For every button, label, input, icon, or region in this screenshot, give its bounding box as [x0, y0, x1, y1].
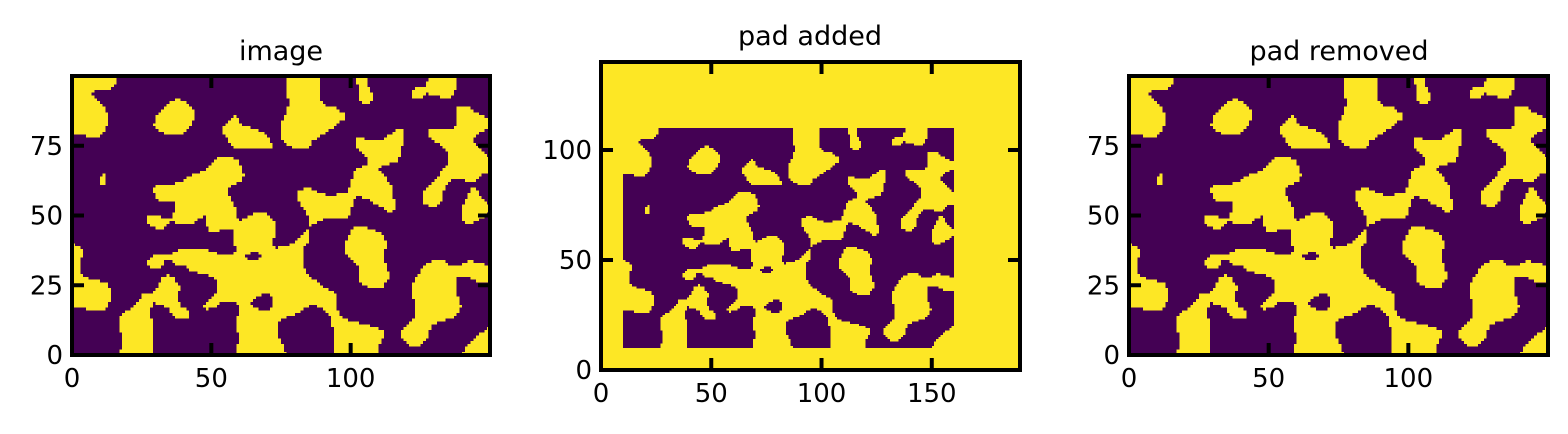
y-tick-label: 50: [559, 246, 592, 276]
x-tick-label: 100: [797, 379, 847, 409]
x-ticks: 0 50 100 150: [593, 62, 957, 409]
y-tick-label: 0: [1103, 341, 1120, 371]
x-tick-label: 50: [195, 364, 228, 394]
x-tick-label: 0: [593, 379, 610, 409]
x-tick-label: 0: [64, 364, 81, 394]
x-tick-label: 50: [1252, 364, 1285, 394]
x-ticks: 0 50 100: [64, 76, 376, 394]
panel-pad-removed: pad removed 0 50 100 0 25 50 75: [1087, 36, 1550, 394]
heatmap-image: [1129, 76, 1548, 355]
y-tick-label: 75: [1087, 132, 1120, 162]
x-tick-label: 50: [695, 379, 728, 409]
y-tick-label: 75: [30, 132, 63, 162]
x-ticks: 0 50 100: [1121, 76, 1433, 394]
y-tick-label: 25: [1087, 271, 1120, 301]
panel-pad-added: pad added 0 50 100 150 0 50 100: [542, 21, 1022, 409]
x-tick-label: 100: [326, 364, 376, 394]
y-tick-label: 0: [46, 341, 63, 371]
panel-title: pad removed: [1249, 36, 1428, 67]
panel-title: pad added: [738, 21, 882, 52]
panel-image: image 0 50 100 0 25 50 75: [30, 36, 492, 394]
y-ticks: 0 50 100: [542, 136, 1020, 386]
panel-title: image: [239, 36, 323, 67]
y-tick-label: 50: [1087, 202, 1120, 232]
y-tick-label: 0: [575, 356, 592, 386]
x-tick-label: 100: [1384, 364, 1434, 394]
x-tick-label: 150: [907, 379, 957, 409]
y-tick-label: 25: [30, 271, 63, 301]
y-ticks: 0 25 50 75: [1087, 132, 1548, 371]
x-tick-label: 0: [1121, 364, 1138, 394]
y-tick-label: 50: [30, 202, 63, 232]
y-ticks: 0 25 50 75: [30, 132, 490, 371]
heatmap-image: [601, 62, 1020, 370]
heatmap-image: [72, 76, 490, 355]
plot-frame: [599, 60, 1022, 372]
y-tick-label: 100: [542, 136, 592, 166]
